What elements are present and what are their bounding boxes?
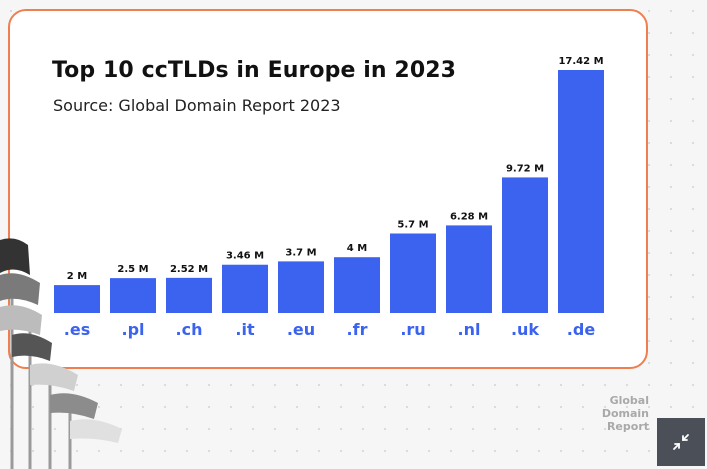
value-label: 3.7 M [285, 247, 316, 258]
logo-line-1: Global [609, 394, 649, 407]
value-label: 9.72 M [506, 163, 544, 174]
category-label: .nl [458, 320, 481, 339]
bar-pl [110, 278, 156, 313]
logo-line-2: Domain [601, 407, 649, 420]
category-label: .es [64, 320, 90, 339]
value-label: 2.52 M [170, 264, 208, 275]
chart-subtitle: Source: Global Domain Report 2023 [53, 96, 341, 115]
category-label: .de [567, 320, 596, 339]
global-domain-report-logo: Global Domain Report [569, 394, 649, 433]
bar-es [54, 285, 100, 313]
category-label: .it [235, 320, 255, 339]
value-label: 4 M [347, 243, 367, 254]
collapse-arrows-icon [673, 434, 689, 450]
category-label: .pl [121, 320, 144, 339]
bar-eu [278, 261, 324, 313]
value-label: 2 M [67, 271, 87, 282]
collapse-button[interactable] [657, 418, 705, 466]
chart-title: Top 10 ccTLDs in Europe in 2023 [52, 58, 457, 83]
bar-uk [502, 177, 548, 313]
flags-decoration [0, 238, 122, 469]
bar-it [222, 264, 268, 313]
bar-ch [166, 277, 212, 313]
bar-nl [446, 225, 492, 313]
logo-line-3: Report [606, 420, 649, 433]
category-label: .uk [511, 320, 539, 339]
value-label: 6.28 M [450, 211, 488, 222]
value-label: 2.5 M [117, 264, 148, 275]
bar-fr [334, 257, 380, 313]
bar-ru [390, 233, 436, 313]
category-label: .ch [176, 320, 203, 339]
value-label: 3.46 M [226, 251, 264, 262]
bar-de [558, 70, 604, 313]
category-label: .eu [287, 320, 315, 339]
category-label: .ru [400, 320, 425, 339]
category-label: .fr [347, 320, 368, 339]
value-label: 5.7 M [397, 219, 428, 230]
value-label: 17.42 M [558, 56, 603, 67]
